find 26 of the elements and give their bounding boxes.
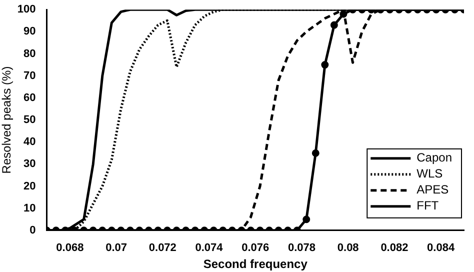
y-tick-label: 0: [30, 224, 36, 236]
x-tick-label: 0.084: [427, 242, 456, 254]
x-tick-label: 0.074: [195, 242, 224, 254]
y-tick-label: 70: [24, 70, 36, 82]
x-tick-label: 0.082: [380, 242, 408, 254]
y-tick-label: 30: [24, 158, 36, 170]
y-tick-label: 90: [24, 26, 36, 38]
y-tick-label: 20: [24, 180, 36, 192]
y-tick-label: 50: [24, 114, 36, 126]
x-tick-label: 0.078: [288, 242, 316, 254]
x-tick-label: 0.076: [242, 242, 270, 254]
x-tick-label: 0.072: [148, 242, 176, 254]
x-axis-title: Second frequency: [203, 257, 308, 272]
x-tick-label: 0.08: [337, 242, 359, 254]
legend-label: FFT: [416, 198, 440, 213]
legend-label: WLS: [416, 166, 443, 181]
y-tick-label: 10: [24, 202, 36, 214]
legend-label: Capon: [416, 150, 452, 165]
y-axis-title: Resolved peaks (%): [0, 66, 14, 174]
y-tick-label: 40: [24, 136, 36, 148]
y-tick-label: 80: [24, 48, 36, 60]
legend-label: APES: [416, 182, 449, 197]
y-tick-label: 60: [24, 92, 36, 104]
x-tick-label: 0.07: [106, 242, 128, 254]
x-tick-label: 0.068: [56, 242, 84, 254]
y-tick-label: 100: [17, 4, 36, 16]
